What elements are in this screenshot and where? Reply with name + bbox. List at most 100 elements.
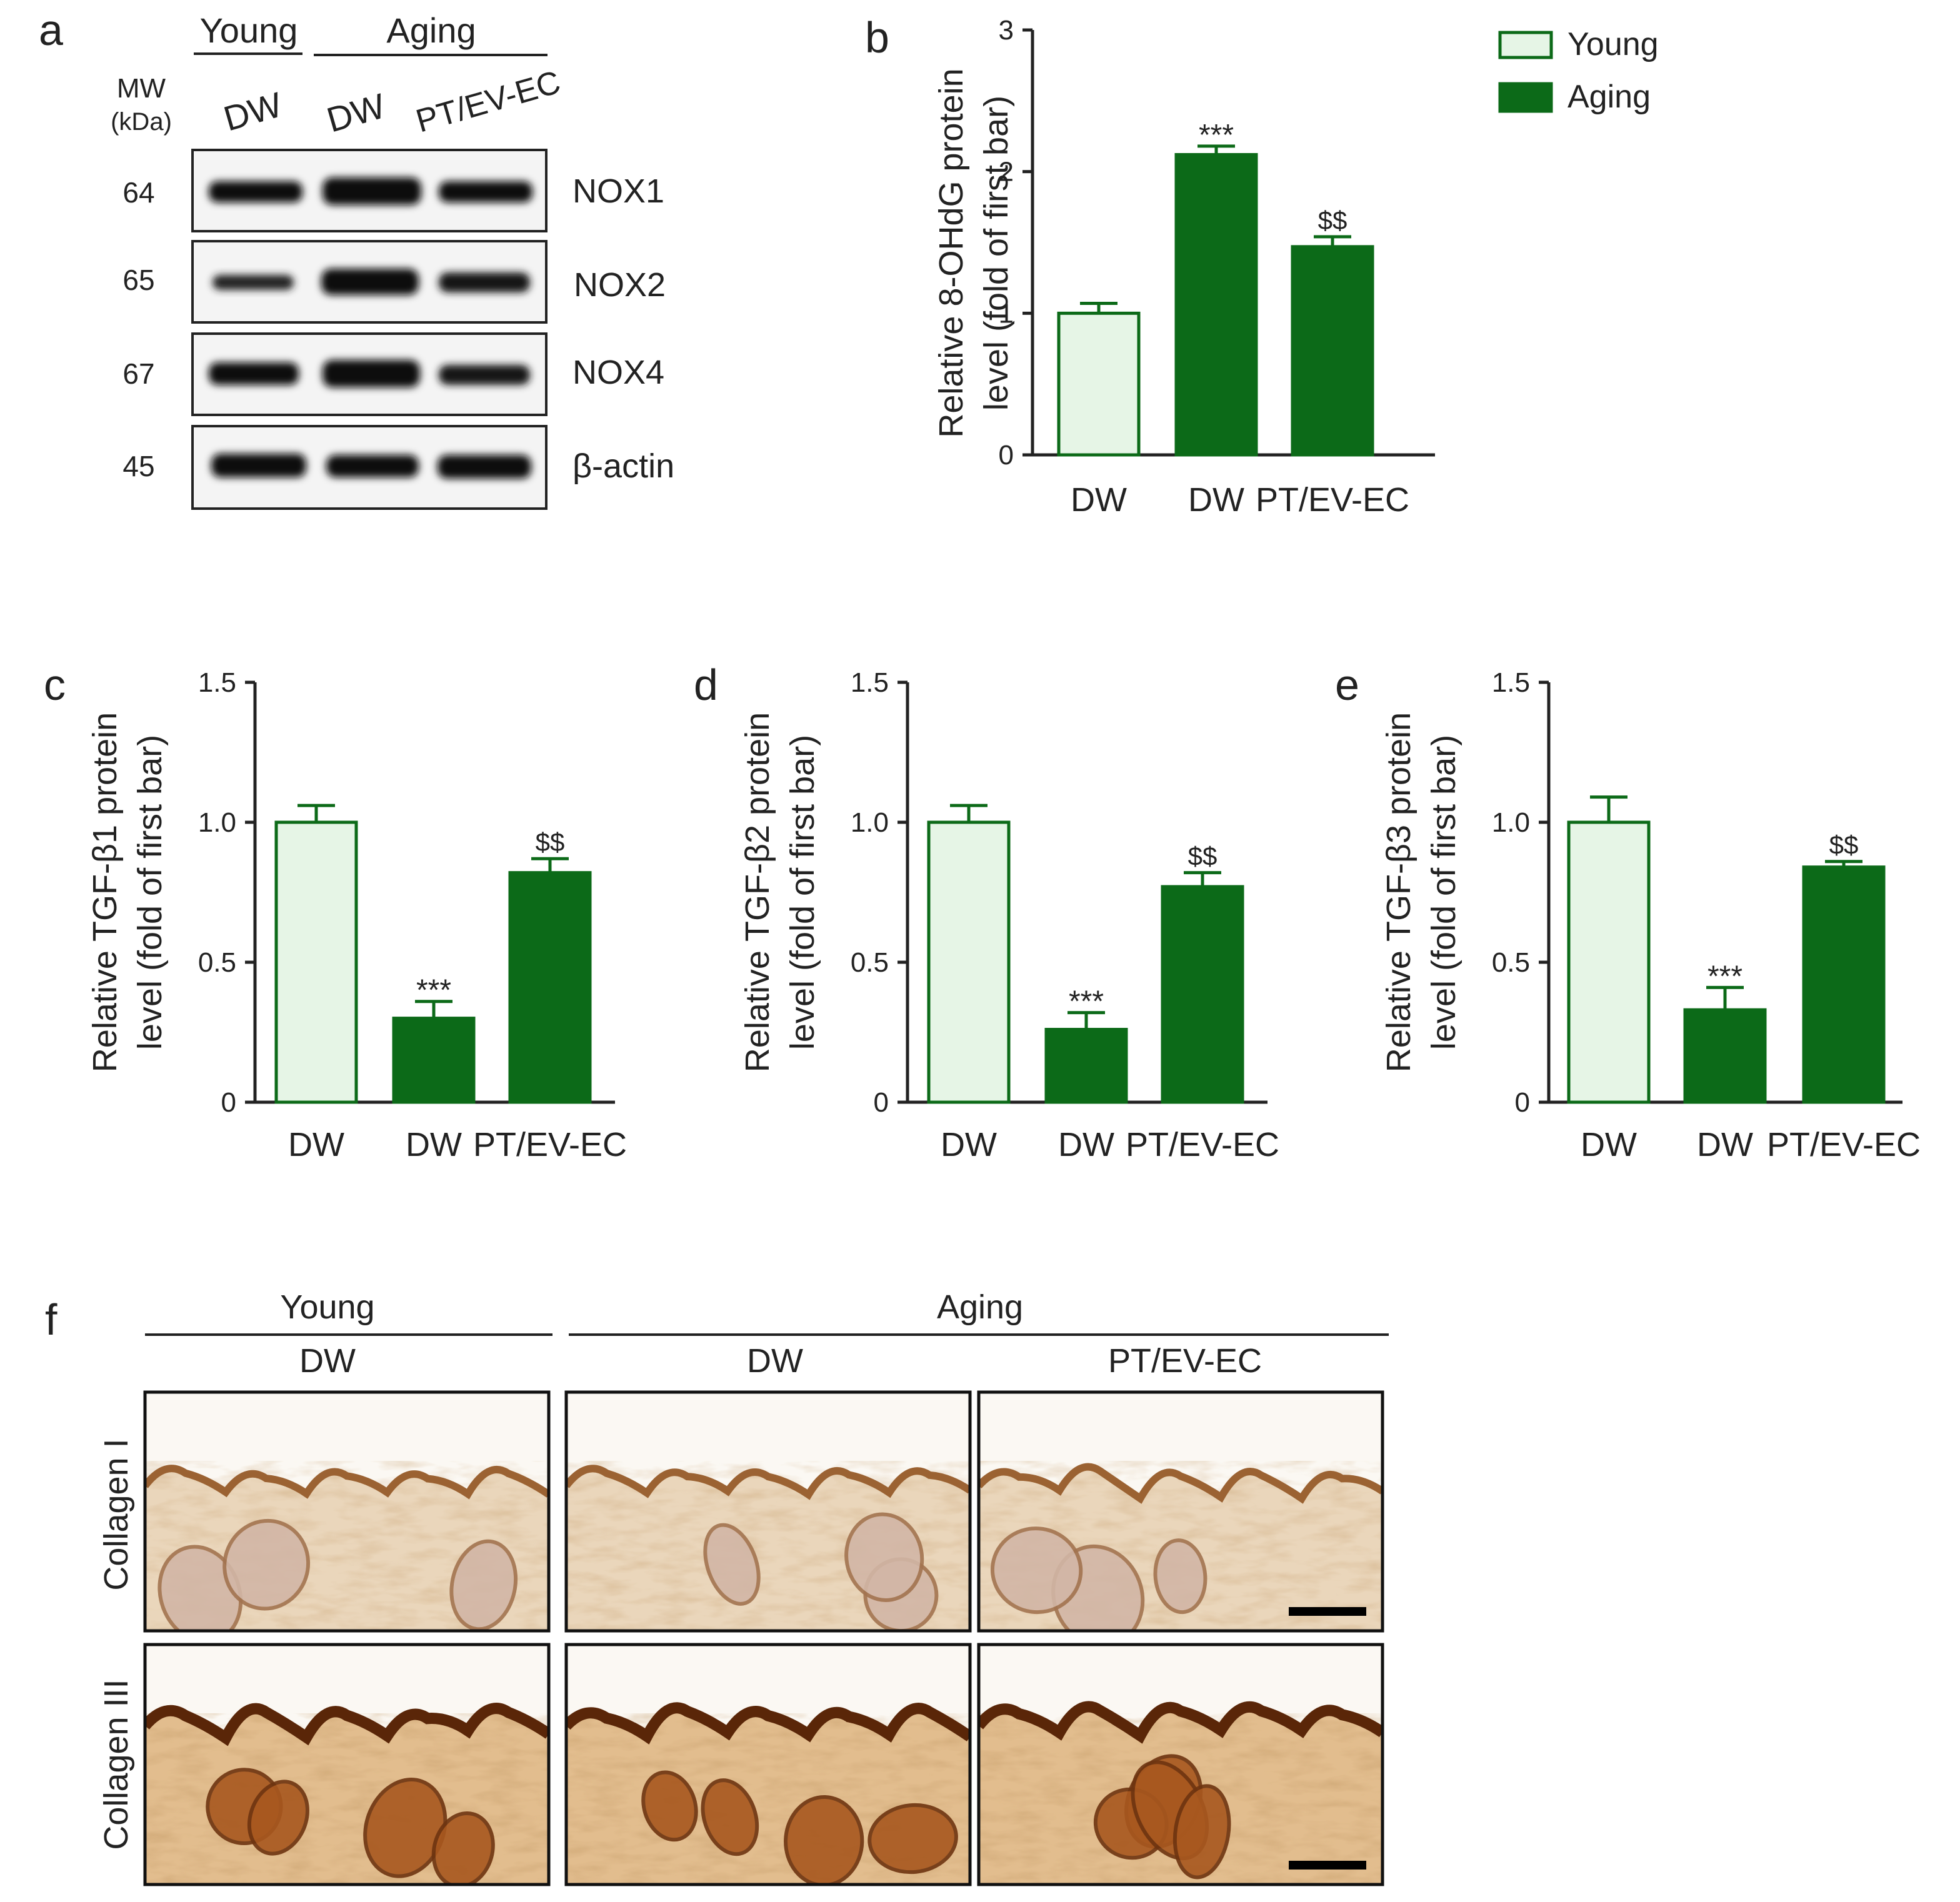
y-tick-label: 0 bbox=[874, 1087, 889, 1118]
histology-frame bbox=[143, 1390, 551, 1633]
bar-dw-young bbox=[1057, 311, 1141, 457]
lane-label-aging-dw: DW bbox=[322, 86, 389, 139]
y-axis-label: Relative TGF-β1 protein bbox=[86, 712, 124, 1072]
x-tick-label: PT/EV-EC bbox=[1126, 1126, 1279, 1163]
blot-band bbox=[438, 455, 531, 479]
y-axis-label: Relative TGF-β3 protein bbox=[1380, 712, 1418, 1072]
significance-annotation: *** bbox=[1069, 985, 1104, 1018]
x-tick-label: DW bbox=[288, 1126, 344, 1163]
legend: Young Aging bbox=[1498, 26, 1659, 115]
y-tick-label: 1.0 bbox=[198, 807, 236, 838]
tissue-follicle bbox=[1153, 1538, 1208, 1615]
tissue-epidermis bbox=[566, 1465, 970, 1500]
tissue-epidermis bbox=[145, 1465, 549, 1500]
y-tick-label: 2 bbox=[999, 157, 1014, 187]
lane-label-young-dw: DW bbox=[219, 84, 286, 138]
histology-group-aging: Aging bbox=[937, 1288, 1023, 1326]
tissue-follicle bbox=[784, 1795, 864, 1885]
legend-swatch-young bbox=[1498, 31, 1553, 59]
x-tick-label: DW bbox=[1188, 481, 1244, 519]
y-axis-label: Relative TGF-β2 protein bbox=[739, 712, 776, 1072]
histology-image bbox=[979, 1392, 1382, 1631]
blot-band bbox=[439, 365, 530, 385]
x-tick-label: PT/EV-EC bbox=[1767, 1126, 1921, 1163]
tissue-follicle bbox=[431, 1811, 495, 1885]
bar-dw-aging bbox=[1683, 1008, 1767, 1104]
blot-band bbox=[322, 177, 421, 205]
histology-image bbox=[979, 1645, 1382, 1885]
y-tick-label: 1.5 bbox=[198, 667, 236, 698]
x-tick-label: DW bbox=[1697, 1126, 1753, 1163]
panel-letter: c bbox=[44, 660, 66, 709]
kda-label: (kDa) bbox=[111, 108, 172, 136]
x-tick-label: DW bbox=[941, 1126, 997, 1163]
blot-band bbox=[321, 269, 419, 295]
y-tick-label: 0.5 bbox=[198, 947, 236, 978]
histology-col-aging-dw: DW bbox=[747, 1342, 803, 1380]
y-axis-label: level (fold of first bar) bbox=[978, 96, 1015, 411]
tissue-epidermis bbox=[145, 1703, 549, 1746]
mw-value: 64 bbox=[122, 176, 154, 209]
histology-col-young-dw: DW bbox=[299, 1342, 356, 1380]
y-axis-label: level (fold of first bar) bbox=[1425, 735, 1462, 1050]
y-tick-label: 0 bbox=[999, 440, 1014, 471]
protein-label: NOX4 bbox=[572, 354, 664, 391]
y-tick-label: 1.0 bbox=[851, 807, 889, 838]
tissue-follicle bbox=[703, 1523, 761, 1606]
significance-annotation: $$ bbox=[1829, 830, 1859, 860]
blot-row-beta-actin: 45 β-actin bbox=[122, 425, 674, 510]
histology-image bbox=[145, 1392, 549, 1631]
bar-dw-young bbox=[927, 820, 1011, 1104]
blot-band bbox=[439, 272, 530, 292]
tissue-follicle bbox=[1172, 1784, 1231, 1880]
chart-panel-c: c Relative TGF-β1 protein level (fold of f… bbox=[44, 660, 627, 1163]
panel-letter: d bbox=[694, 660, 718, 709]
legend-label-aging: Aging bbox=[1568, 79, 1651, 115]
histology-frame bbox=[977, 1390, 1384, 1633]
significance-annotation: $$ bbox=[1318, 206, 1348, 235]
y-tick-label: 0.5 bbox=[851, 947, 889, 978]
blot-band bbox=[439, 181, 532, 202]
blot-row-nox1: 64 NOX1 bbox=[122, 149, 664, 232]
bar-ptevec-aging bbox=[1291, 245, 1374, 457]
tissue-follicle bbox=[641, 1770, 698, 1842]
lane-label-aging-ptevec: PT/EV-EC bbox=[412, 64, 564, 139]
blot-band bbox=[212, 275, 294, 290]
protein-label: NOX1 bbox=[572, 172, 664, 210]
panel-f: f Young Aging DW DW PT/EV-EC Collagen I … bbox=[45, 1288, 1389, 1886]
significance-annotation: *** bbox=[1199, 119, 1234, 152]
legend-swatch-aging bbox=[1498, 82, 1553, 113]
bar-ptevec-aging bbox=[1161, 885, 1244, 1104]
histology-image-grid bbox=[143, 1390, 1384, 1886]
y-tick-label: 1.5 bbox=[851, 667, 889, 698]
group-young-label: Young bbox=[200, 11, 298, 50]
histology-image bbox=[566, 1645, 970, 1885]
bar-ptevec-aging bbox=[508, 871, 592, 1104]
chart-panel-d: d Relative TGF-β2 protein level (fold of f… bbox=[694, 660, 1279, 1163]
mw-label: MW bbox=[117, 73, 166, 104]
protein-label: NOX2 bbox=[574, 266, 666, 304]
histology-row-collagen-iii: Collagen III bbox=[98, 1679, 135, 1850]
tissue-follicle bbox=[449, 1539, 518, 1631]
y-tick-label: 0 bbox=[1515, 1087, 1530, 1118]
y-axis-label: Relative 8-OHdG protein bbox=[932, 68, 970, 437]
blot-band bbox=[322, 360, 420, 387]
panel-letter: b bbox=[865, 13, 889, 62]
y-tick-label: 1.5 bbox=[1492, 667, 1530, 698]
histology-col-aging-ptevec: PT/EV-EC bbox=[1108, 1342, 1262, 1380]
y-tick-label: 1.0 bbox=[1492, 807, 1530, 838]
blot-band bbox=[326, 455, 419, 477]
blot-band bbox=[209, 362, 299, 385]
y-tick-label: 0.5 bbox=[1492, 947, 1530, 978]
tissue-follicle bbox=[990, 1526, 1083, 1615]
group-aging-label: Aging bbox=[386, 11, 476, 50]
blot-row-nox4: 67 NOX4 bbox=[122, 332, 664, 416]
tissue-follicle bbox=[222, 1518, 311, 1611]
bar-dw-aging bbox=[1174, 152, 1258, 457]
tissue-epidermis bbox=[979, 1701, 1382, 1744]
panel-f-letter: f bbox=[45, 1295, 58, 1344]
blot-band bbox=[211, 454, 306, 477]
histology-image bbox=[566, 1392, 970, 1631]
blot-band bbox=[209, 181, 302, 202]
